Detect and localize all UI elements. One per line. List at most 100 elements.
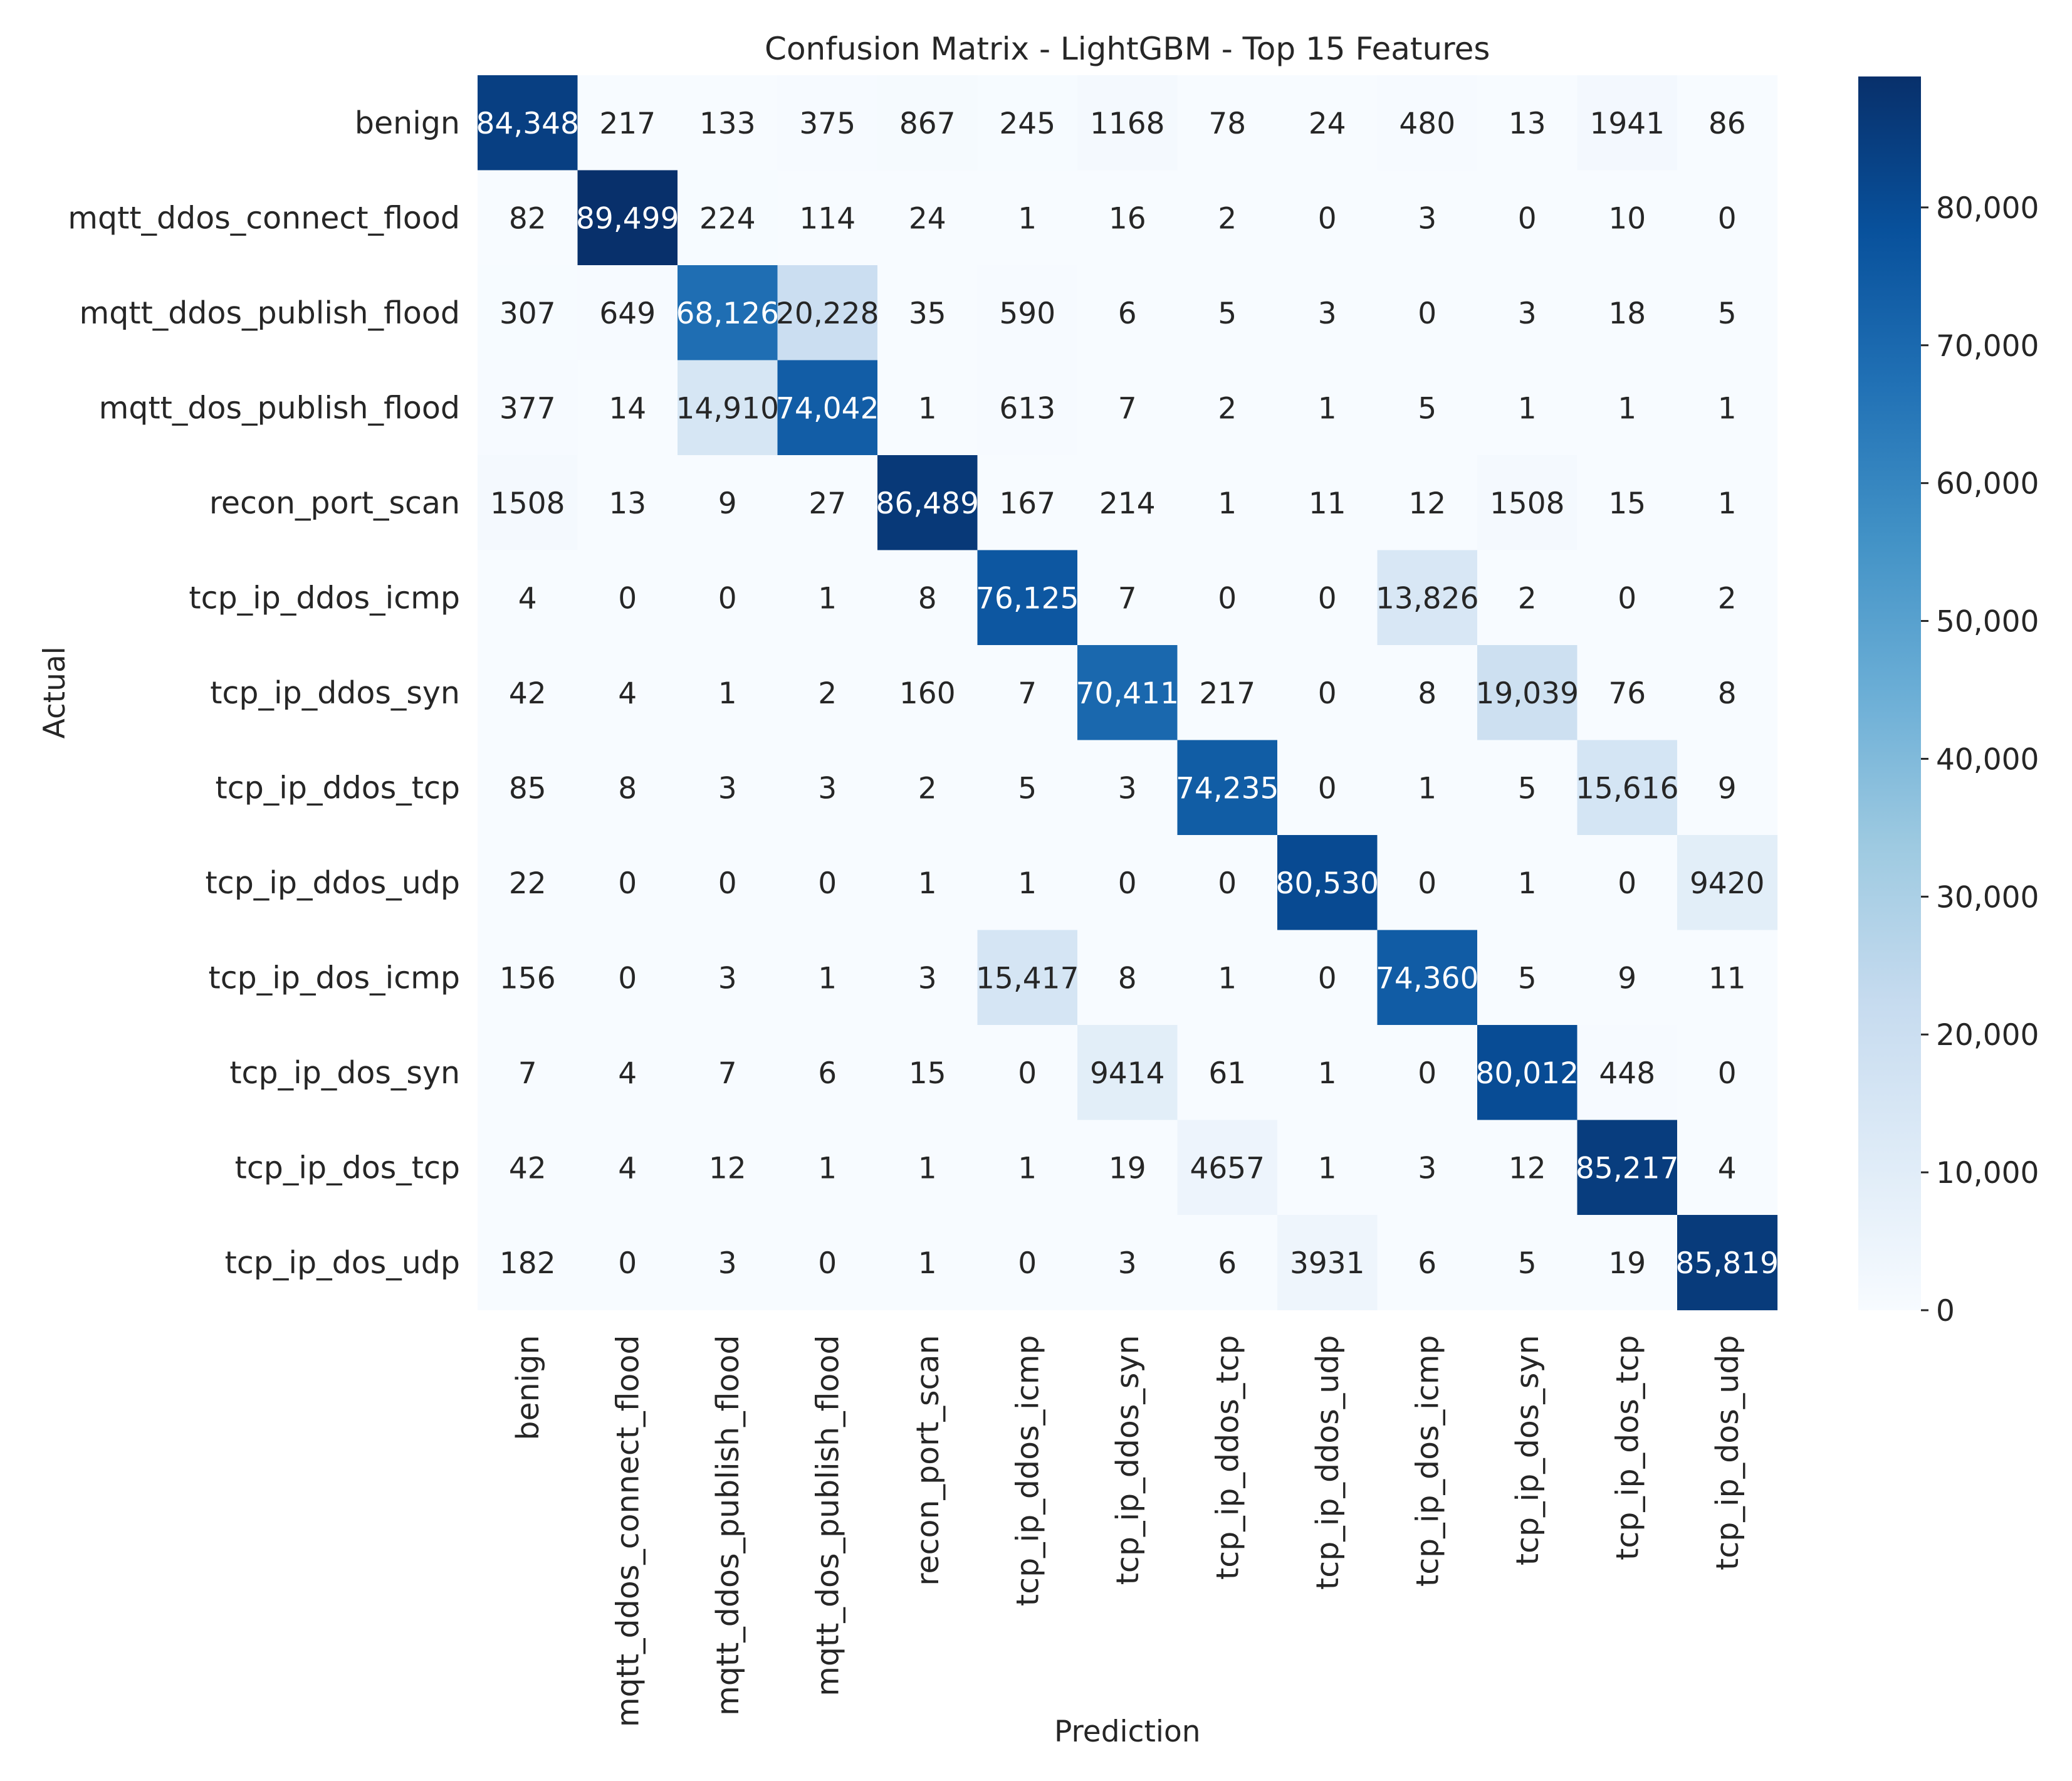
heatmap-cell	[777, 835, 878, 931]
heatmap-cell	[1477, 1215, 1578, 1311]
cell-value-label: 12	[709, 1151, 746, 1185]
heatmap-cell	[977, 1215, 1078, 1311]
cell-value-label: 10	[1608, 201, 1646, 236]
cell-value-label: 7	[718, 1056, 737, 1091]
heatmap-cell	[1077, 360, 1178, 456]
cell-value-label: 0	[618, 961, 637, 996]
heatmap-cell	[1477, 550, 1578, 646]
cell-value-label: 377	[500, 391, 556, 426]
heatmap-cell	[577, 645, 678, 741]
heatmap-cell	[1677, 550, 1778, 646]
cell-value-label: 307	[500, 297, 556, 331]
heatmap-cell	[1677, 740, 1778, 836]
colorbar-tick-label: 80,000	[1936, 191, 2039, 226]
colorbar-tick-label: 0	[1936, 1294, 1955, 1328]
heatmap-cell	[1177, 550, 1278, 646]
cell-value-label: 35	[909, 297, 946, 331]
cell-value-label: 85	[509, 771, 547, 806]
heatmap-cell	[478, 75, 578, 171]
column-label: benign	[510, 1335, 546, 1441]
heatmap-cell	[877, 835, 978, 931]
heatmap-cell	[1277, 265, 1378, 361]
heatmap-cell	[678, 835, 778, 931]
heatmap-cell	[1577, 1025, 1678, 1121]
cell-value-label: 1	[918, 1246, 937, 1281]
cell-value-label: 86	[1708, 107, 1746, 141]
cell-value-label: 133	[699, 107, 756, 141]
cell-value-label: 867	[899, 107, 956, 141]
column-label: mqtt_dos_publish_flood	[810, 1335, 845, 1696]
heatmap-cell	[1677, 645, 1778, 741]
colorbar-tick-label: 10,000	[1936, 1156, 2039, 1190]
cell-value-label: 80,012	[1476, 1056, 1579, 1091]
colorbar-tick-label: 50,000	[1936, 605, 2039, 639]
cell-value-label: 480	[1399, 107, 1455, 141]
cell-value-label: 11	[1708, 961, 1746, 996]
heatmap-cell	[777, 170, 878, 266]
heatmap-cell	[678, 740, 778, 836]
cell-value-label: 2	[1718, 581, 1737, 616]
heatmap-cell	[678, 265, 778, 361]
cell-value-label: 3	[718, 1246, 737, 1281]
cell-value-label: 1	[1518, 866, 1537, 901]
cell-value-label: 0	[618, 581, 637, 616]
colorbar-tick-label: 20,000	[1936, 1018, 2039, 1053]
cell-value-label: 448	[1599, 1056, 1655, 1091]
cell-value-label: 649	[599, 297, 656, 331]
cell-value-label: 0	[818, 866, 837, 901]
cell-value-label: 1	[1618, 391, 1636, 426]
cell-value-label: 0	[1318, 581, 1337, 616]
cell-value-label: 70,411	[1076, 676, 1179, 711]
cell-value-label: 8	[918, 581, 937, 616]
column-label: tcp_ip_dos_icmp	[1410, 1335, 1445, 1587]
heatmap-cell	[1477, 170, 1578, 266]
cell-value-label: 12	[1408, 486, 1446, 521]
heatmap-cell	[577, 1025, 678, 1121]
heatmap-cell	[1177, 835, 1278, 931]
heatmap-cell	[1677, 360, 1778, 456]
cell-value-label: 0	[618, 1246, 637, 1281]
heatmap-cell	[977, 835, 1078, 931]
cell-value-label: 8	[1718, 676, 1737, 711]
cell-value-label: 6	[1418, 1246, 1436, 1281]
heatmap-cell	[777, 645, 878, 741]
cell-value-label: 8	[1118, 961, 1137, 996]
heatmap-cell	[777, 1215, 878, 1311]
heatmap-cell	[977, 930, 1078, 1026]
cell-value-label: 5	[1018, 771, 1037, 806]
heatmap-cell	[1577, 455, 1678, 551]
cell-value-label: 3	[1118, 771, 1137, 806]
cell-value-label: 15,616	[1576, 771, 1678, 806]
heatmap-cell	[877, 360, 978, 456]
cell-value-label: 3	[1418, 1151, 1436, 1185]
cell-value-label: 156	[500, 961, 556, 996]
row-labels: benign mqtt_ddos_connect_flood mqtt_ddos_p…	[68, 105, 460, 1281]
heatmap-cell	[1177, 930, 1278, 1026]
colorbar-tick-label: 60,000	[1936, 467, 2039, 502]
heatmap-cell	[877, 550, 978, 646]
cell-value-label: 24	[909, 201, 946, 236]
cell-value-label: 61	[1208, 1056, 1246, 1091]
cell-value-label: 4	[1718, 1151, 1737, 1185]
cell-value-label: 1508	[490, 486, 565, 521]
cell-value-label: 89,499	[576, 201, 679, 236]
cell-value-label: 1941	[1589, 107, 1665, 141]
cell-value-label: 245	[999, 107, 1055, 141]
heatmap-cell	[1677, 1215, 1778, 1311]
heatmap-cell	[977, 740, 1078, 836]
cell-value-label: 9	[1718, 771, 1737, 806]
column-label: tcp_ip_dos_tcp	[1609, 1335, 1645, 1560]
heatmap-cell	[478, 930, 578, 1026]
cell-value-label: 7	[1118, 391, 1137, 426]
heatmap-cell	[877, 1120, 978, 1216]
cell-value-label: 217	[599, 107, 656, 141]
cell-value-label: 613	[999, 391, 1055, 426]
heatmap-cell	[1677, 265, 1778, 361]
heatmap-cell	[678, 455, 778, 551]
cell-value-label: 8	[618, 771, 637, 806]
heatmap-cell	[1177, 265, 1278, 361]
heatmap-cell	[1277, 645, 1378, 741]
cell-value-label: 74,235	[1176, 771, 1279, 806]
heatmap-cell	[478, 740, 578, 836]
